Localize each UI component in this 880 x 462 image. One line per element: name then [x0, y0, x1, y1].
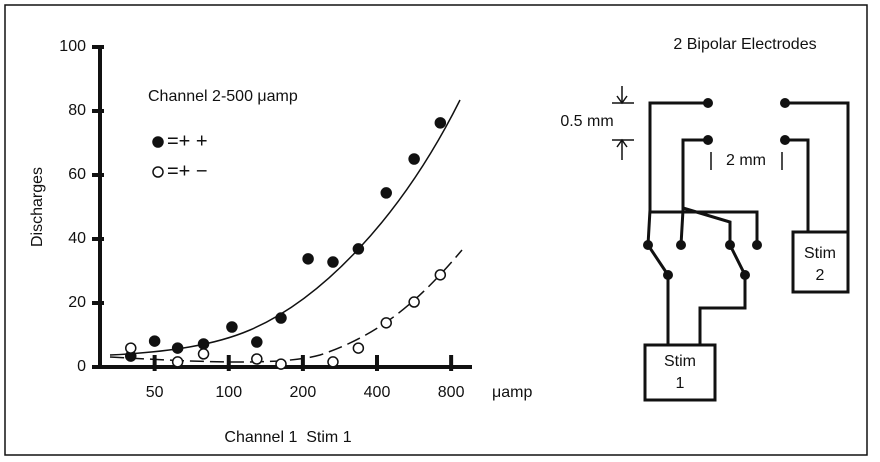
frame: [4, 4, 868, 456]
stim1-label: Stim: [664, 353, 696, 370]
point: [125, 342, 137, 354]
point: [352, 342, 365, 354]
point: [226, 321, 238, 333]
legend-label: =+ +: [167, 130, 208, 152]
y-tick-label: 80: [68, 102, 86, 119]
point: [302, 253, 314, 265]
point: [327, 356, 339, 368]
y-tick-label: 40: [68, 230, 86, 247]
diagram-title: 2 Bipolar Electrodes: [673, 36, 816, 53]
stim2-label: Stim: [804, 245, 836, 262]
fit-curve-dashed: [109, 249, 463, 363]
chart: Channel 2-500 μamp Discharges μamp Chann…: [29, 45, 532, 446]
stim2-box: [791, 230, 850, 294]
legend-marker: [152, 136, 164, 148]
stim2-label: 2: [816, 267, 825, 284]
point: [352, 243, 365, 255]
point: [275, 312, 287, 324]
x-tick-label: 400: [364, 384, 391, 401]
point: [380, 187, 392, 199]
wires: [646, 101, 850, 345]
point: [148, 335, 161, 347]
point: [408, 153, 420, 165]
point: [275, 358, 287, 370]
point: [434, 269, 447, 281]
point: [171, 342, 184, 354]
point: [197, 338, 210, 350]
point: [434, 117, 447, 129]
spacing-label: 2 mm: [726, 152, 766, 169]
diagram: 2 Bipolar Electrodes 0.5 mm 2 mm S: [560, 36, 850, 402]
point: [251, 336, 263, 348]
y-tick-label: 20: [68, 294, 86, 311]
x-tick-label: 50: [146, 384, 164, 401]
point: [408, 296, 420, 308]
contacts: [643, 98, 790, 280]
point: [380, 317, 392, 329]
dimension-marks: [612, 86, 783, 170]
x-tick-label: 800: [438, 384, 465, 401]
spacing-label: 0.5 mm: [560, 113, 613, 130]
legend-marker: [152, 166, 164, 178]
x-unit: μamp: [492, 384, 532, 401]
y-tick-label: 100: [59, 38, 86, 55]
x-tick-label: 200: [290, 384, 317, 401]
y-axis-label: Discharges: [29, 167, 46, 247]
legend-label: =+ −: [167, 160, 208, 182]
annotation: Channel 2-500 μamp: [148, 88, 298, 105]
point: [327, 256, 339, 268]
y-tick-label: 60: [68, 166, 86, 183]
point: [171, 356, 184, 368]
stim1-box: [643, 343, 717, 402]
point: [197, 348, 210, 360]
x-tick-label: 100: [215, 384, 242, 401]
x-axis-label: Channel 1 Stim 1: [224, 429, 351, 446]
point: [251, 353, 263, 365]
stim1-label: 1: [676, 375, 685, 392]
y-tick-label: 0: [77, 358, 86, 375]
